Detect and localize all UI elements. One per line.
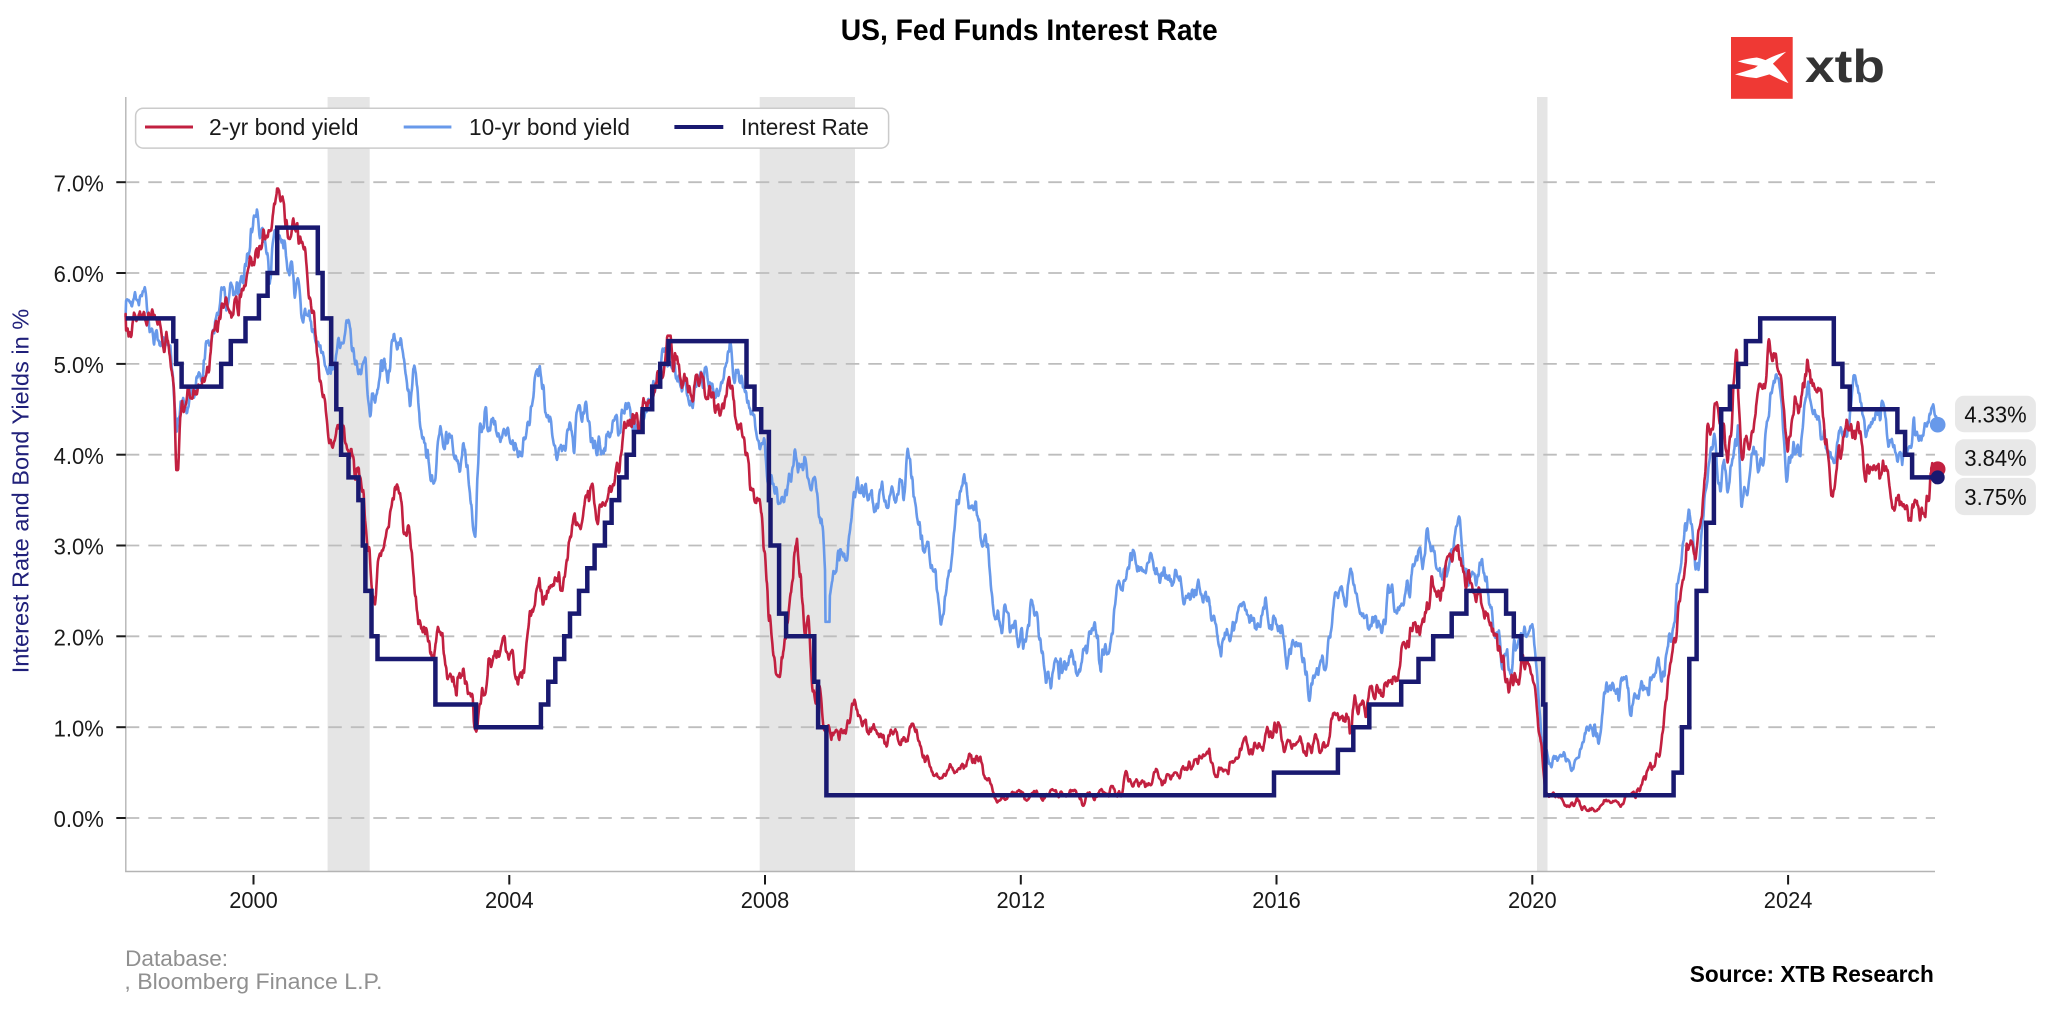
svg-text:2020: 2020	[1508, 887, 1557, 913]
svg-text:2-yr bond yield: 2-yr bond yield	[209, 114, 359, 140]
svg-text:10-yr bond yield: 10-yr bond yield	[469, 114, 630, 140]
svg-text:4.33%: 4.33%	[1964, 401, 2026, 427]
svg-text:4.0%: 4.0%	[54, 443, 104, 469]
svg-text:3.75%: 3.75%	[1964, 484, 2026, 510]
svg-text:5.0%: 5.0%	[54, 352, 104, 378]
svg-text:xtb: xtb	[1805, 40, 1885, 92]
svg-text:6.0%: 6.0%	[54, 261, 104, 287]
svg-text:3.0%: 3.0%	[54, 534, 104, 560]
svg-text:2016: 2016	[1252, 887, 1301, 913]
svg-text:2024: 2024	[1764, 887, 1813, 913]
svg-text:7.0%: 7.0%	[54, 170, 104, 196]
svg-text:Database:: Database:	[125, 946, 228, 971]
svg-text:Interest Rate and Bond Yields: Interest Rate and Bond Yields in %	[8, 309, 34, 674]
svg-text:0.0%: 0.0%	[54, 806, 104, 832]
svg-text:, Bloomberg Finance L.P.: , Bloomberg Finance L.P.	[124, 969, 382, 994]
svg-text:2004: 2004	[485, 887, 534, 913]
svg-text:2012: 2012	[997, 887, 1046, 913]
svg-text:2000: 2000	[229, 887, 278, 913]
svg-text:2008: 2008	[741, 887, 790, 913]
svg-text:1.0%: 1.0%	[54, 715, 104, 741]
svg-text:Interest Rate: Interest Rate	[741, 114, 869, 140]
svg-text:2.0%: 2.0%	[54, 624, 104, 650]
svg-text:Source: XTB Research: Source: XTB Research	[1690, 961, 1934, 987]
svg-text:3.84%: 3.84%	[1964, 445, 2026, 471]
svg-text:US, Fed Funds Interest Rate: US, Fed Funds Interest Rate	[841, 14, 1218, 47]
